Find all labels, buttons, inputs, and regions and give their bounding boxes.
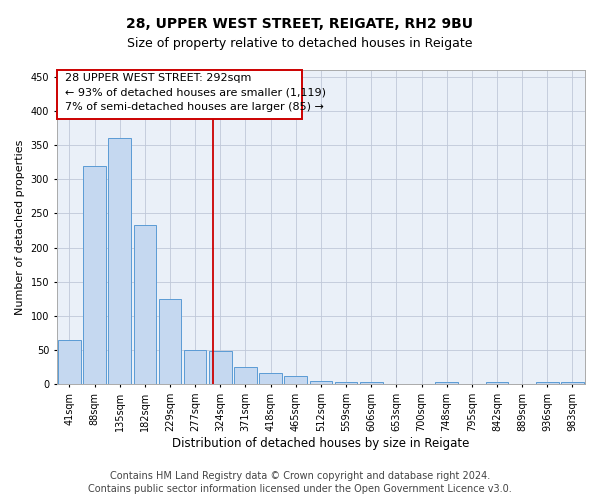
Text: 28 UPPER WEST STREET: 292sqm
← 93% of detached houses are smaller (1,119)
7% of : 28 UPPER WEST STREET: 292sqm ← 93% of de…: [65, 73, 326, 112]
Bar: [109, 138, 131, 384]
Bar: [58, 340, 81, 384]
Text: Contains HM Land Registry data © Crown copyright and database right 2024.: Contains HM Land Registry data © Crown c…: [110, 471, 490, 481]
Text: Contains public sector information licensed under the Open Government Licence v3: Contains public sector information licen…: [88, 484, 512, 494]
Bar: [134, 225, 156, 384]
Bar: [536, 382, 559, 384]
Bar: [158, 299, 181, 384]
Bar: [83, 166, 106, 384]
Bar: [284, 376, 307, 384]
Bar: [485, 382, 508, 384]
Bar: [335, 382, 358, 384]
Bar: [310, 381, 332, 384]
Text: 28, UPPER WEST STREET, REIGATE, RH2 9BU: 28, UPPER WEST STREET, REIGATE, RH2 9BU: [127, 18, 473, 32]
Text: Size of property relative to detached houses in Reigate: Size of property relative to detached ho…: [127, 38, 473, 51]
Bar: [561, 382, 584, 384]
FancyBboxPatch shape: [57, 70, 302, 118]
X-axis label: Distribution of detached houses by size in Reigate: Distribution of detached houses by size …: [172, 437, 470, 450]
Y-axis label: Number of detached properties: Number of detached properties: [15, 140, 25, 315]
Bar: [234, 367, 257, 384]
Bar: [259, 374, 282, 384]
Bar: [360, 382, 383, 384]
Bar: [436, 382, 458, 384]
Bar: [209, 351, 232, 384]
Bar: [184, 350, 206, 384]
